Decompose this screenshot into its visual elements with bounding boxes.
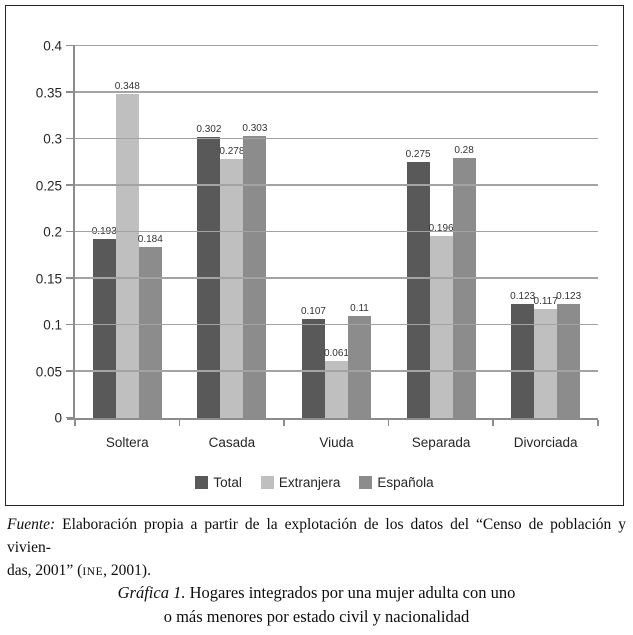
bar: 0.275 [406, 149, 431, 418]
x-tick [387, 420, 390, 426]
bar-value-label: 0.303 [242, 123, 268, 135]
y-axis-label: 0.3 [43, 131, 62, 147]
x-tick [492, 420, 494, 426]
bar: 0.107 [301, 306, 326, 418]
x-tick [178, 420, 181, 426]
bar-value-label: 0.123 [510, 290, 536, 302]
legend: Total Extranjera Española [6, 475, 623, 490]
legend-swatch [195, 476, 209, 489]
legend-item: Total [195, 475, 242, 490]
legend-swatch [359, 476, 373, 489]
x-axis-line [67, 418, 598, 420]
legend-item: Española [359, 475, 434, 490]
bar-value-label: 0.196 [428, 222, 454, 234]
gridline [75, 184, 598, 186]
caption-line1: Gráfica 1. Hogares integrados por una mu… [117, 583, 516, 602]
source-note-text: Elaboración propia a partir de la explot… [7, 516, 626, 556]
y-axis-label: 0.05 [35, 364, 62, 379]
source-note-line1: Fuente: Elaboración propia a partir de l… [7, 514, 626, 560]
legend-item: Extranjera [260, 475, 341, 490]
bar: 0.348 [115, 81, 140, 418]
x-tick [283, 420, 285, 426]
bar-value-label: 0.107 [300, 305, 326, 317]
category-label: Soltera [105, 435, 149, 450]
gridline [75, 277, 598, 279]
source-note-line2: das, 2001” (INE, 2001). [7, 561, 151, 579]
bar: 0.123 [556, 291, 581, 418]
y-tick [66, 370, 73, 372]
category-label: Casada [208, 435, 256, 450]
bar-group: 0.107 0.061 0.11 [284, 46, 389, 418]
y-axis-label: 0.35 [35, 85, 62, 100]
y-axis-line [73, 45, 75, 419]
gridline [75, 44, 598, 46]
y-tick [66, 416, 73, 418]
bar-groups: 0.193 0.348 0.184 0.302 0.278 0.303 0.107 0.061… [75, 46, 598, 418]
y-tick [66, 137, 73, 139]
category-axis-labels: Soltera Casada Viuda Separada Divorciada [75, 435, 598, 450]
y-axis-labels: 0 0.05 0.1 0.15 0.2 0.25 0.3 0.35 0.4 [10, 39, 62, 426]
bar: 0.11 [347, 303, 371, 418]
gridline [75, 230, 598, 232]
fuente-label: Fuente: [7, 516, 56, 533]
bar-group: 0.123 0.117 0.123 [493, 46, 598, 418]
bar: 0.28 [452, 145, 476, 418]
caption-line2: o más menores por estado civil y naciona… [163, 606, 470, 626]
x-tick [74, 420, 76, 426]
bar-value-label: 0.11 [350, 302, 369, 314]
category-label: Separada [411, 435, 471, 450]
gridline [75, 137, 598, 139]
gridline [75, 323, 598, 325]
bar-value-label: 0.348 [114, 81, 140, 93]
legend-label: Española [377, 475, 434, 490]
y-tick [66, 91, 73, 93]
y-tick [66, 323, 73, 325]
x-tick [597, 420, 599, 426]
legend-label: Total [213, 475, 242, 490]
y-tick [66, 44, 73, 46]
source-note: Fuente: Elaboración propia a partir de l… [7, 514, 626, 583]
gridline [75, 91, 598, 93]
bar-value-label: 0.302 [196, 124, 222, 136]
bar-group: 0.275 0.196 0.28 [389, 46, 494, 418]
bar-group: 0.193 0.348 0.184 [75, 46, 180, 418]
category-label: Viuda [319, 435, 354, 450]
y-axis-label: 0.4 [43, 38, 62, 54]
gridline [75, 370, 598, 372]
bar-value-label: 0.275 [405, 149, 431, 161]
ine-smallcaps: INE [82, 565, 104, 578]
y-tick [66, 277, 73, 279]
bar: 0.278 [219, 146, 244, 418]
y-axis-label: 0.25 [35, 178, 62, 193]
bar-value-label: 0.123 [556, 290, 582, 302]
bar-value-label: 0.28 [454, 144, 474, 156]
bar: 0.184 [138, 234, 163, 418]
legend-label: Extranjera [278, 475, 341, 490]
y-axis-label: 0 [54, 410, 62, 426]
bar-value-label: 0.278 [219, 146, 245, 158]
bar-value-label: 0.061 [323, 348, 349, 360]
category-label: Divorciada [513, 435, 578, 450]
y-tick [66, 230, 73, 232]
figure-caption: Gráfica 1. Hogares integrados por una mu… [0, 581, 633, 629]
bar-group: 0.302 0.278 0.303 [180, 46, 285, 418]
chart-frame: 0 0.05 0.1 0.15 0.2 0.25 0.3 0.35 0.4 0.193 0.348… [5, 5, 624, 506]
legend-swatch [260, 476, 274, 489]
y-tick [66, 184, 73, 186]
y-axis-label: 0.1 [43, 317, 62, 333]
bar: 0.117 [534, 296, 558, 418]
bar: 0.193 [92, 226, 117, 418]
bar: 0.061 [324, 348, 349, 418]
y-axis-label: 0.2 [43, 224, 62, 240]
bar: 0.123 [510, 291, 535, 418]
plot-area: 0.193 0.348 0.184 0.302 0.278 0.303 0.107 0.061… [66, 44, 599, 426]
y-axis-label: 0.15 [35, 271, 62, 286]
caption-label: Gráfica 1. [117, 583, 186, 602]
bar: 0.196 [429, 223, 454, 418]
bar-value-label: 0.117 [533, 296, 558, 308]
bar-value-label: 0.184 [137, 233, 163, 245]
